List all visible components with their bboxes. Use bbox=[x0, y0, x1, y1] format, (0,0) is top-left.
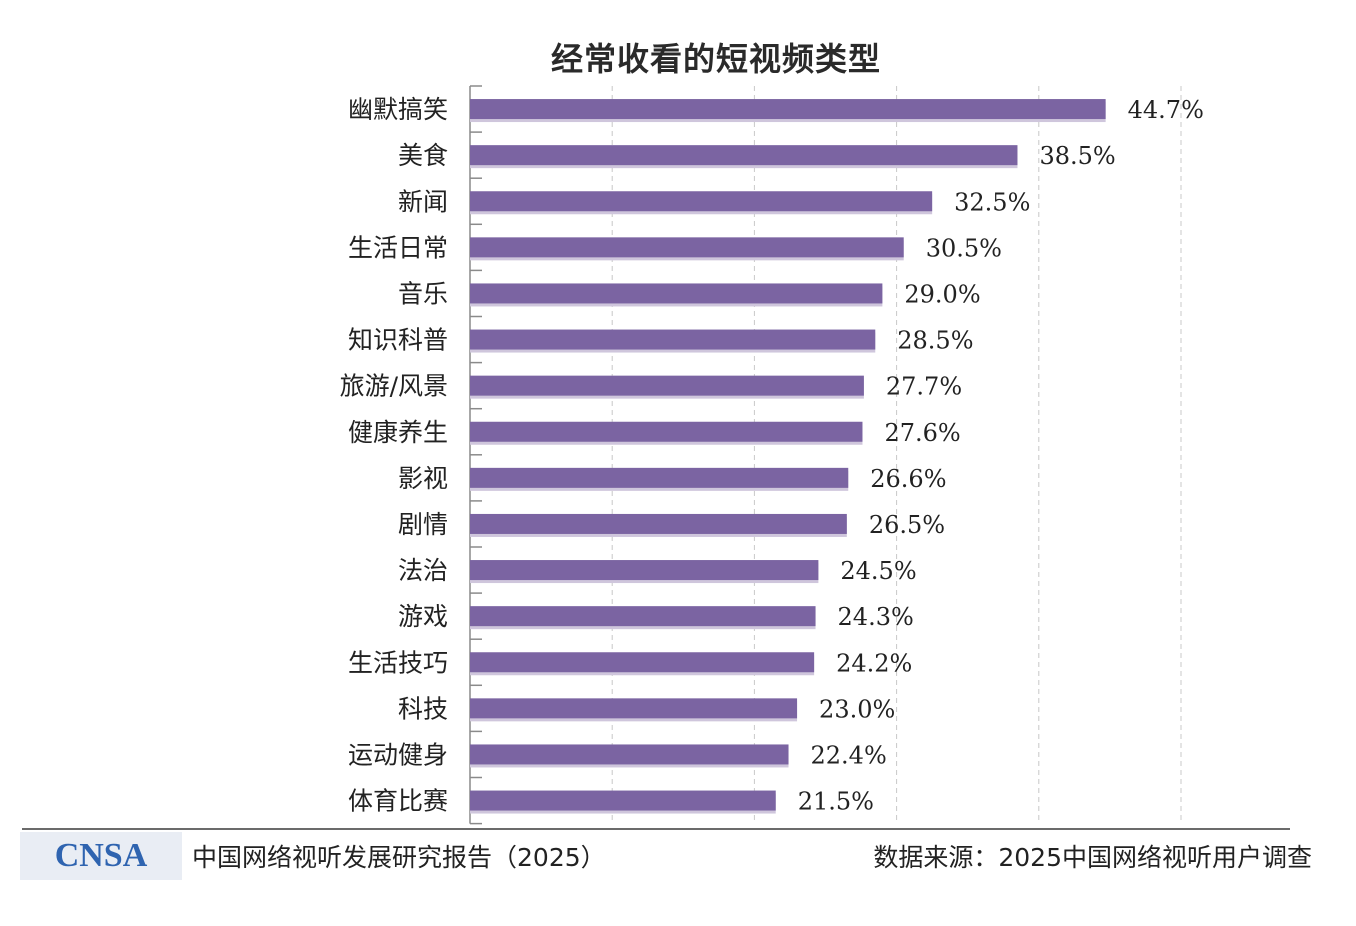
value-label: 24.2% bbox=[836, 649, 912, 677]
chart-plot: 幽默搞笑 44.7% 美食 38.5% 新闻 32.5% 生活日常 30.5% 音乐 29.0% 知… bbox=[340, 85, 1204, 825]
bar bbox=[470, 467, 849, 488]
value-label: 27.7% bbox=[886, 373, 962, 401]
logo-text: CNSA bbox=[54, 837, 148, 874]
cnsa-logo: CNSA bbox=[20, 832, 182, 880]
bar bbox=[470, 606, 816, 627]
bar bbox=[470, 99, 1106, 120]
bar bbox=[470, 145, 1018, 166]
category-label: 剧情 bbox=[398, 510, 448, 539]
bar bbox=[470, 698, 798, 719]
labels: 幽默搞笑 44.7% 美食 38.5% 新闻 32.5% 生活日常 30.5% 音乐 29.0% 知… bbox=[340, 95, 1204, 816]
bar bbox=[470, 329, 876, 350]
category-label: 幽默搞笑 bbox=[348, 95, 448, 124]
bar bbox=[470, 652, 815, 673]
footer-divider bbox=[22, 828, 1290, 830]
chart-title: 经常收看的短视频类型 bbox=[550, 40, 881, 78]
bar bbox=[470, 560, 819, 581]
value-label: 21.5% bbox=[798, 788, 874, 816]
bar bbox=[470, 237, 904, 258]
bar bbox=[470, 283, 883, 304]
category-label: 音乐 bbox=[398, 279, 448, 308]
category-label: 影视 bbox=[398, 464, 448, 493]
value-label: 38.5% bbox=[1039, 142, 1115, 170]
value-label: 26.5% bbox=[869, 511, 945, 539]
value-label: 28.5% bbox=[897, 327, 973, 355]
category-label: 法治 bbox=[398, 556, 448, 585]
category-label: 体育比赛 bbox=[348, 787, 448, 816]
bar bbox=[470, 744, 789, 765]
value-label: 30.5% bbox=[926, 234, 1002, 262]
category-label: 科技 bbox=[398, 694, 448, 723]
value-label: 24.5% bbox=[840, 557, 916, 585]
value-label: 23.0% bbox=[819, 695, 895, 723]
value-label: 32.5% bbox=[954, 188, 1030, 216]
value-label: 22.4% bbox=[811, 741, 887, 769]
value-label: 29.0% bbox=[904, 280, 980, 308]
value-label: 26.6% bbox=[870, 465, 946, 493]
data-source: 数据来源：2025中国网络视听用户调查 bbox=[873, 843, 1312, 872]
bar bbox=[470, 191, 933, 212]
bars bbox=[470, 99, 1106, 814]
category-label: 生活技巧 bbox=[348, 648, 448, 677]
bar bbox=[470, 790, 776, 811]
category-label: 游戏 bbox=[398, 602, 448, 631]
category-label: 知识科普 bbox=[348, 326, 448, 355]
value-label: 44.7% bbox=[1128, 96, 1204, 124]
category-label: 美食 bbox=[398, 141, 448, 170]
bar bbox=[470, 375, 864, 396]
value-label: 24.3% bbox=[838, 603, 914, 631]
report-title: 中国网络视听发展研究报告（2025） bbox=[192, 843, 606, 872]
category-label: 生活日常 bbox=[348, 233, 448, 262]
category-label: 健康养生 bbox=[348, 418, 448, 447]
value-label: 27.6% bbox=[884, 419, 960, 447]
bar bbox=[470, 513, 847, 534]
category-label: 新闻 bbox=[398, 187, 448, 216]
category-label: 旅游/风景 bbox=[340, 372, 448, 401]
category-label: 运动健身 bbox=[348, 740, 448, 769]
bar bbox=[470, 421, 863, 442]
